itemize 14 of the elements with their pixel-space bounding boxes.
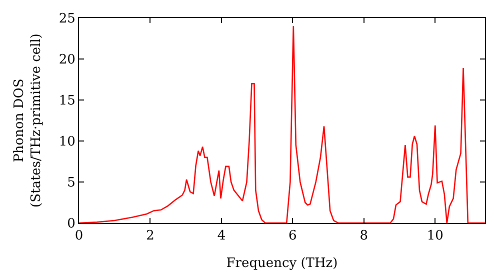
y-tick-label: 0 [67, 216, 76, 232]
line-series [79, 26, 485, 223]
y-tick-label: 10 [58, 134, 76, 150]
x-axis-title: Frequency (THz) [226, 256, 338, 272]
x-tick-label: 4 [217, 228, 226, 244]
y-tick-label: 15 [58, 94, 76, 109]
y-tick-label: 20 [58, 52, 76, 68]
x-tick-label: 8 [360, 228, 368, 244]
x-tick-label: 2 [146, 228, 154, 244]
y-axis-title: Phonon DOS (States/THz·primitive cell) [12, 33, 44, 208]
x-tick-label: 10 [426, 228, 444, 244]
y-tick-label: 25 [58, 12, 76, 27]
y-tick-label: 5 [67, 176, 76, 191]
x-tick-label: 6 [288, 228, 297, 244]
